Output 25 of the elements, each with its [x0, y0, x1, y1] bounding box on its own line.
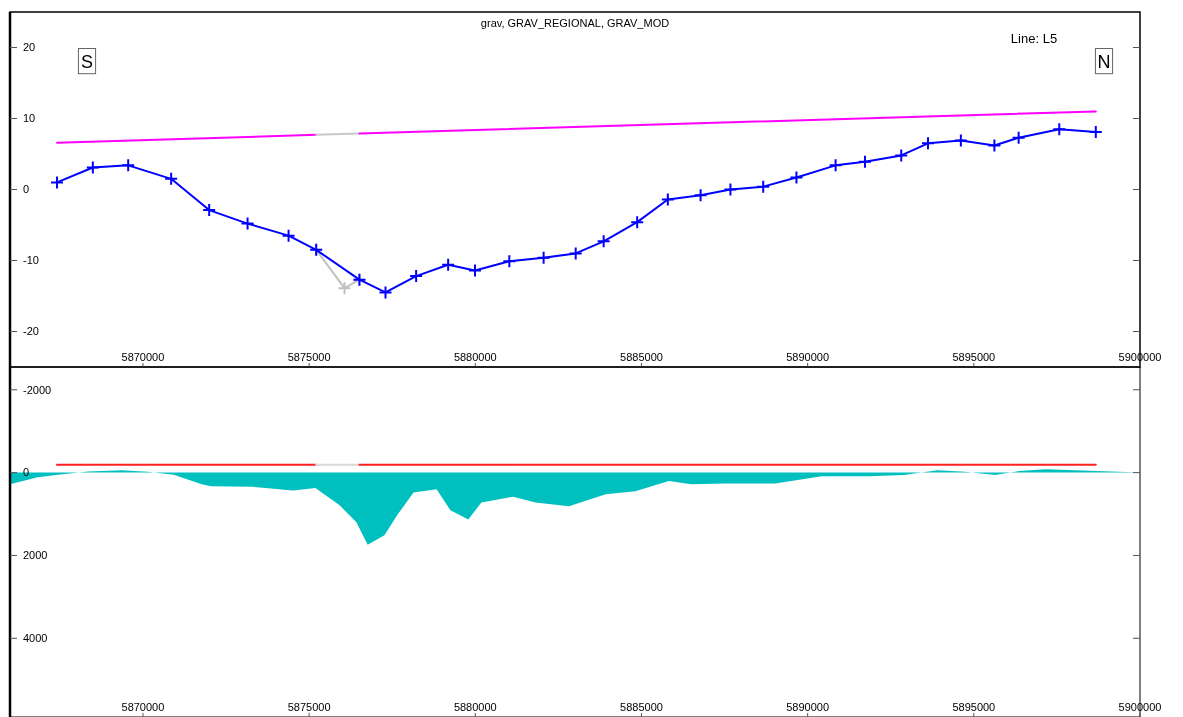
y-tick-label: 2000: [23, 549, 48, 562]
x-tick-label: 5880000: [453, 701, 497, 713]
annotation: N: [1097, 52, 1111, 73]
y-tick-label: -2000: [23, 383, 52, 396]
x-tick-label: 5895000: [952, 351, 996, 363]
x-tick-label: 5900000: [1118, 701, 1162, 713]
x-tick-label: 5870000: [121, 351, 165, 363]
annotation: S: [80, 52, 94, 73]
x-tick-label: 5890000: [786, 701, 830, 713]
x-tick-label: 5885000: [620, 701, 663, 713]
y-tick-label: 0: [23, 183, 30, 196]
x-tick-label: 5870000: [121, 701, 165, 713]
y-tick-label: 20: [23, 41, 36, 54]
x-tick-label: 5890000: [786, 351, 830, 363]
annotation: Line: L5: [1010, 30, 1058, 46]
y-tick-label: 4000: [23, 632, 48, 645]
x-tick-label: 5875000: [287, 351, 331, 363]
chart-title: grav, GRAV_REGIONAL, GRAV_MOD: [480, 17, 670, 29]
x-tick-label: 5885000: [620, 351, 663, 363]
x-tick-label: 5895000: [952, 701, 996, 713]
x-tick-label: 5875000: [287, 701, 331, 713]
y-tick-label: -20: [23, 325, 39, 338]
y-tick-label: 10: [23, 112, 36, 125]
x-tick-label: 5880000: [453, 351, 497, 363]
y-tick-label: -10: [23, 254, 39, 267]
